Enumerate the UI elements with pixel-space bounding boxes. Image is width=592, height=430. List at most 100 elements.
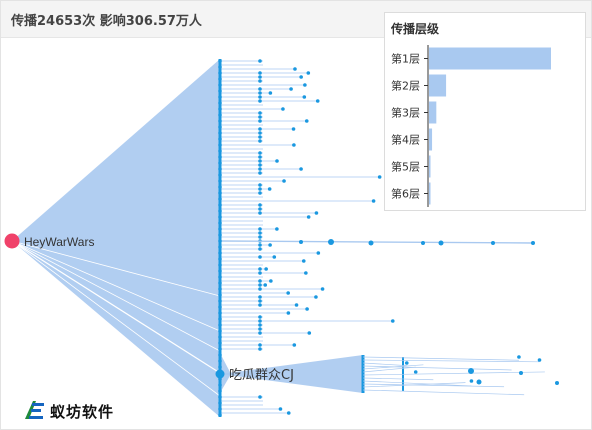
tree-node bbox=[218, 275, 222, 279]
hub-link bbox=[362, 371, 545, 376]
tree-node bbox=[218, 383, 222, 387]
tree-node bbox=[218, 119, 222, 123]
root-fan bbox=[12, 59, 220, 417]
tree-node bbox=[218, 281, 222, 285]
hub-link bbox=[362, 380, 472, 387]
tree-node bbox=[286, 291, 290, 295]
tree-node bbox=[476, 379, 482, 385]
tree-node bbox=[218, 263, 222, 267]
tree-node bbox=[218, 239, 222, 243]
tree-node bbox=[258, 395, 262, 399]
tree-node bbox=[537, 358, 542, 362]
tree-node bbox=[258, 331, 262, 335]
tree-node bbox=[218, 149, 222, 153]
tree-node bbox=[267, 187, 272, 191]
tree-node bbox=[306, 215, 311, 219]
tree-node bbox=[258, 191, 262, 195]
tree-node bbox=[218, 65, 222, 69]
tree-node bbox=[218, 173, 222, 177]
tree-node bbox=[291, 127, 296, 131]
tree-node bbox=[218, 101, 222, 105]
hub-link bbox=[362, 366, 416, 373]
tree-node bbox=[371, 199, 376, 203]
hub-link bbox=[362, 383, 505, 388]
tree-node bbox=[377, 175, 382, 179]
root-spoke bbox=[11, 240, 221, 297]
tree-node bbox=[468, 368, 474, 374]
tree-node bbox=[218, 77, 222, 81]
tree-node bbox=[218, 137, 222, 141]
tree-node bbox=[289, 87, 293, 91]
tree-node bbox=[299, 75, 303, 79]
tree-node bbox=[218, 341, 222, 345]
tree-node bbox=[269, 279, 273, 283]
tree-node bbox=[258, 211, 262, 215]
tree-node bbox=[258, 71, 262, 75]
tree-node bbox=[258, 99, 262, 103]
root-label: HeyWarWars bbox=[24, 235, 94, 249]
tree-node bbox=[258, 183, 262, 187]
tree-node bbox=[268, 91, 273, 95]
tree-node bbox=[218, 95, 222, 99]
tree-node bbox=[404, 361, 409, 365]
tree-node bbox=[218, 203, 222, 207]
tree-node bbox=[258, 299, 262, 303]
root-spoke bbox=[11, 240, 221, 332]
tree-node bbox=[258, 227, 262, 231]
tree-node bbox=[218, 257, 222, 261]
tree-node bbox=[258, 343, 262, 347]
level-bar bbox=[429, 47, 551, 70]
tree-node bbox=[218, 269, 222, 273]
tree-node bbox=[218, 359, 222, 363]
level-bar bbox=[429, 74, 447, 97]
tree-node bbox=[258, 163, 262, 167]
tree-node bbox=[218, 323, 222, 327]
tree-node bbox=[218, 71, 222, 75]
tree-node bbox=[314, 295, 318, 299]
e-mark-icon bbox=[25, 401, 44, 419]
tree-node bbox=[303, 83, 307, 87]
tree-node bbox=[421, 241, 425, 245]
tree-node bbox=[517, 355, 521, 359]
hub-link bbox=[362, 365, 512, 371]
root-node bbox=[4, 233, 20, 249]
tree-node bbox=[218, 221, 222, 225]
tree-node bbox=[258, 139, 262, 143]
level-bar bbox=[429, 182, 431, 205]
tree-node bbox=[218, 347, 222, 351]
tree-node bbox=[328, 239, 334, 245]
tree-node bbox=[258, 75, 262, 79]
tree-node bbox=[258, 91, 262, 95]
level-chart-title: 传播层级 bbox=[391, 22, 440, 36]
tree-node bbox=[218, 143, 222, 147]
tree-node bbox=[218, 335, 222, 339]
hub-link bbox=[362, 382, 466, 388]
tree-node bbox=[292, 143, 296, 147]
tree-node bbox=[218, 197, 222, 201]
tree-node bbox=[258, 303, 262, 307]
tree-node bbox=[258, 327, 262, 331]
tree-node bbox=[218, 353, 222, 357]
tree-node bbox=[286, 311, 291, 315]
tree-node bbox=[258, 267, 262, 271]
tree-node bbox=[218, 83, 222, 87]
tree-node bbox=[264, 267, 268, 271]
tree-node bbox=[258, 287, 262, 291]
tree-node bbox=[413, 370, 418, 374]
tree-node bbox=[555, 381, 559, 385]
tree-node bbox=[282, 179, 286, 183]
level-legend-panel: 传播层级 第1层 第2层 第3层 第4层 第5层 第6层 bbox=[384, 12, 586, 211]
propagation-summary: 传播24653次 影响306.57万人 bbox=[11, 14, 202, 29]
tree-node bbox=[218, 59, 222, 63]
tree-node bbox=[307, 331, 312, 335]
tree-node bbox=[258, 207, 262, 211]
tree-node bbox=[299, 167, 303, 171]
tree-node bbox=[218, 155, 222, 159]
tree-node bbox=[302, 95, 307, 99]
root-spoke bbox=[11, 240, 221, 397]
tree-node bbox=[258, 95, 262, 99]
tree-node bbox=[293, 67, 297, 71]
tree-node bbox=[218, 185, 222, 189]
level-tick-label: 第6层 bbox=[391, 187, 420, 201]
